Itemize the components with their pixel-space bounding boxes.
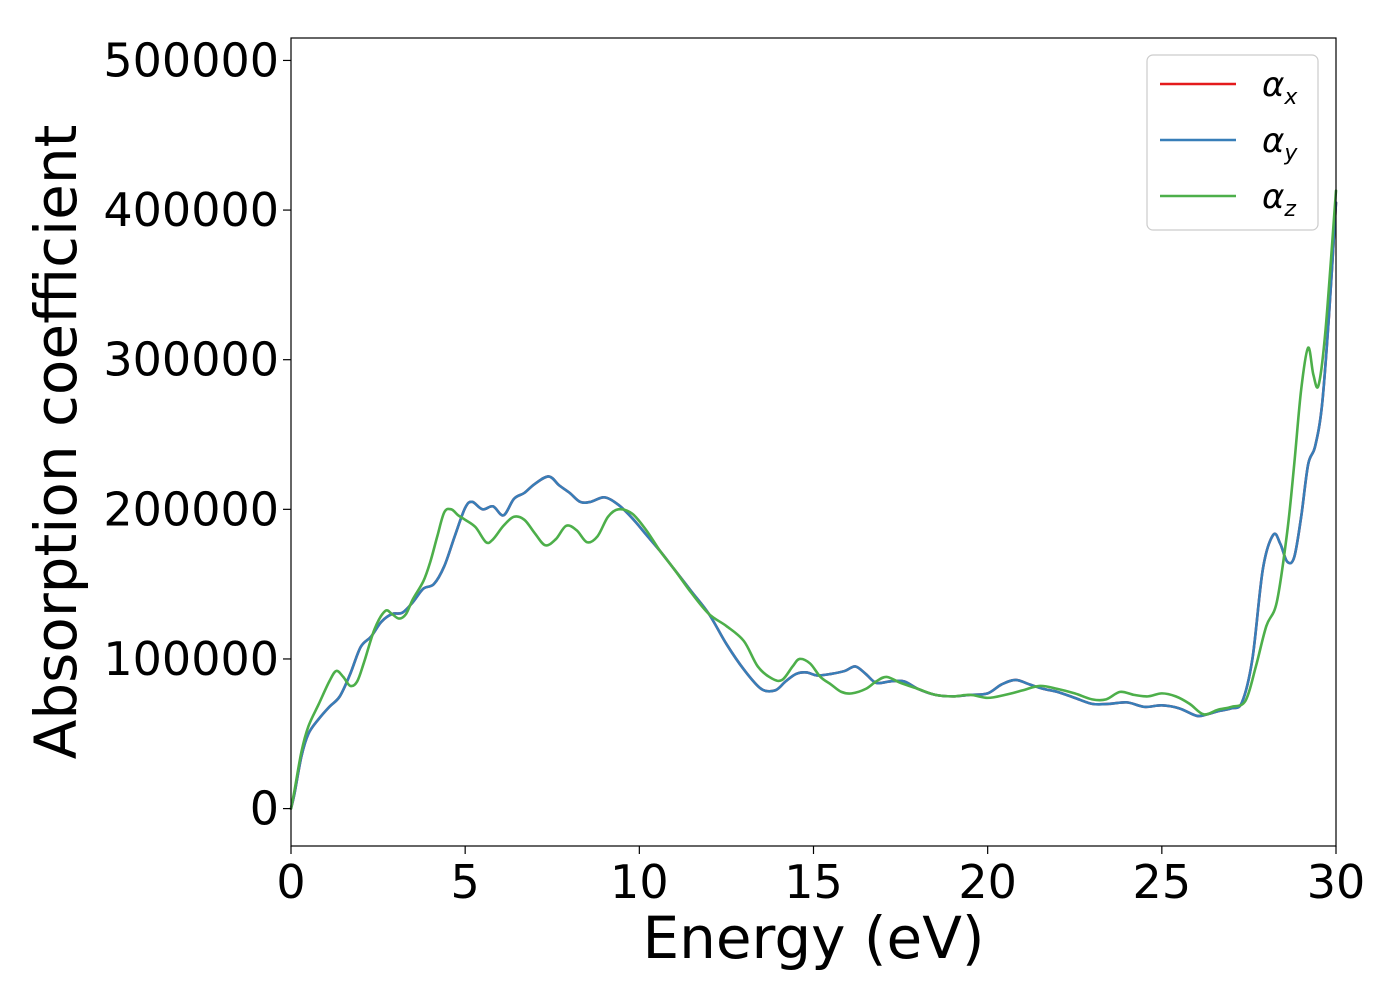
x-tick-label: 30	[1307, 855, 1366, 909]
y-tick-label: 100000	[103, 632, 279, 686]
legend-subscript: x	[1283, 85, 1298, 110]
x-axis-label: Energy (eV)	[642, 904, 984, 972]
legend-subscript: y	[1283, 141, 1298, 166]
y-tick-label: 0	[250, 782, 279, 836]
y-tick-label: 500000	[103, 33, 279, 87]
x-tick-label: 0	[276, 855, 305, 909]
y-tick-label: 200000	[103, 482, 279, 536]
x-axis: 0 5 10 15 20 25 30	[276, 846, 1365, 909]
x-tick-label: 5	[451, 855, 480, 909]
y-tick-label: 400000	[103, 183, 279, 237]
x-tick-label: 10	[610, 855, 669, 909]
y-axis: 0 100000 200000 300000 400000 500000	[103, 33, 291, 836]
plot-lines	[289, 189, 1338, 810]
legend-symbol: α	[1262, 65, 1284, 105]
x-tick-label: 20	[958, 855, 1017, 909]
series-line-z	[289, 189, 1338, 810]
y-tick-label: 300000	[103, 333, 279, 387]
legend-label-x: αx	[1262, 65, 1298, 110]
x-tick-label: 15	[784, 855, 843, 909]
legend-symbol: α	[1262, 177, 1284, 217]
legend-label-z: αz	[1262, 177, 1296, 222]
legend-box	[1146, 54, 1319, 231]
legend-label-y: αy	[1262, 121, 1298, 166]
legend-symbol: α	[1262, 121, 1284, 161]
legend-subscript: z	[1283, 197, 1296, 222]
y-axis-label: Absorption coefficient	[22, 125, 90, 760]
series-line-y	[289, 201, 1338, 810]
x-tick-label: 25	[1133, 855, 1192, 909]
series-line-x	[289, 201, 1338, 810]
